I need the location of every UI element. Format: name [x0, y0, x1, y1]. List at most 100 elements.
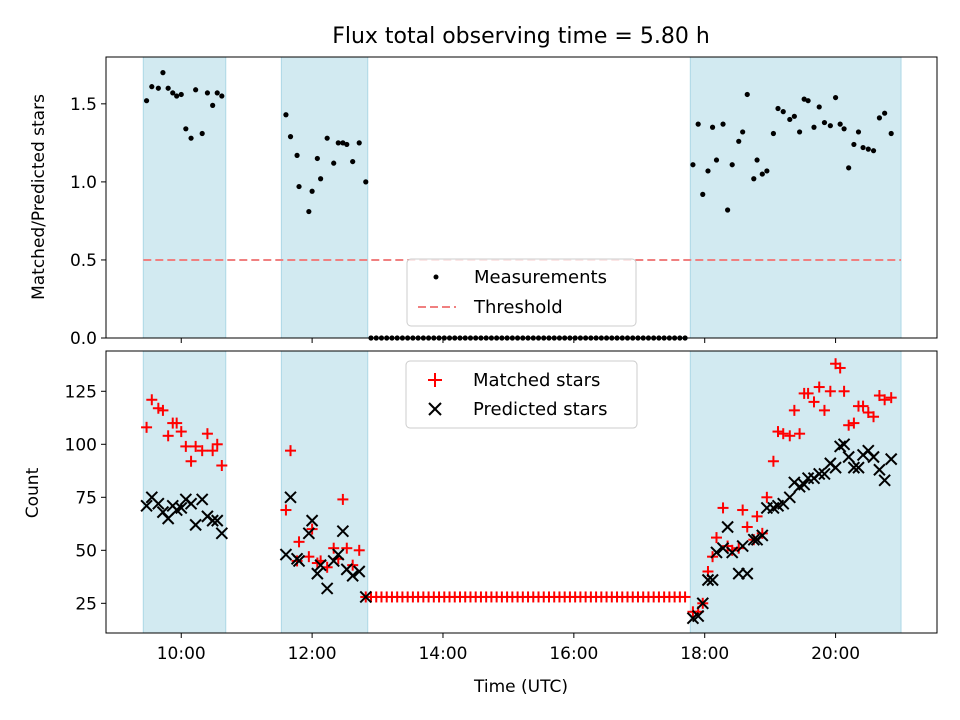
- measurement-point: [170, 90, 176, 96]
- bottom-matched-points: [141, 358, 897, 618]
- measurement-point: [827, 123, 833, 129]
- predicted-point-b: [320, 582, 334, 595]
- matched-point: [879, 394, 891, 406]
- y-tick-label: 125: [65, 382, 97, 402]
- predicted-point: [292, 554, 306, 568]
- measurement-point: [770, 130, 777, 137]
- matched-point: [777, 428, 789, 440]
- predicted-point: [189, 518, 202, 532]
- measurement-point: [816, 104, 822, 110]
- measurement-point: [796, 129, 803, 135]
- predicted-point: [701, 573, 715, 587]
- predicted-point: [747, 533, 760, 546]
- legend-threshold-label: Threshold: [473, 297, 563, 318]
- measurement-point: [805, 98, 811, 104]
- measurement-point: [193, 87, 199, 93]
- y-tick-label: 50: [75, 541, 97, 561]
- measurement-point: [736, 138, 742, 144]
- measurement-point: [888, 130, 894, 137]
- predicted-point-b: [696, 597, 709, 610]
- predicted-point-b: [852, 461, 865, 474]
- predicted-point: [797, 478, 811, 491]
- measurement-point: [780, 109, 786, 115]
- matched-point: [737, 504, 749, 516]
- predicted-point: [878, 474, 891, 487]
- predicted-point-b: [813, 467, 826, 481]
- predicted-point: [336, 525, 350, 538]
- matched-point: [679, 591, 691, 603]
- matched-point: [216, 459, 228, 471]
- measurement-point: [700, 191, 706, 197]
- predicted-point: [721, 520, 734, 534]
- measurement-point: [174, 93, 180, 99]
- predicted-point: [346, 569, 359, 582]
- measurement-point: [344, 141, 350, 148]
- predicted-point-b: [797, 478, 811, 491]
- predicted-point-b: [279, 548, 293, 561]
- predicted-point-b: [867, 450, 880, 464]
- predicted-point: [332, 548, 345, 561]
- measurement-point: [287, 134, 294, 140]
- x-tick-label: 14:00: [418, 644, 467, 664]
- legend-measurements-label: Measurements: [474, 267, 607, 288]
- matched-point: [328, 542, 340, 554]
- legend-matched-label: Matched stars: [473, 370, 600, 391]
- measurement-point: [314, 155, 320, 162]
- predicted-point: [756, 529, 769, 542]
- predicted-point-b: [211, 514, 224, 527]
- measurement-point: [183, 126, 189, 132]
- measurement-point: [860, 144, 866, 151]
- matched-point: [175, 426, 187, 438]
- bottom-y-ticks: 25 50 75 100 125: [65, 382, 106, 614]
- matched-point: [717, 502, 729, 514]
- measurement-point: [178, 91, 184, 98]
- predicted-point: [873, 463, 886, 476]
- predicted-point: [741, 567, 754, 580]
- predicted-point-b: [305, 514, 319, 527]
- measurement-point: [744, 91, 750, 98]
- measurement-point: [294, 152, 300, 158]
- matched-point: [303, 551, 315, 563]
- predicted-point: [736, 539, 749, 553]
- predicted-point-b: [747, 533, 760, 546]
- measurement-point: [363, 179, 369, 185]
- predicted-point: [359, 590, 372, 604]
- measurement-point: [851, 141, 857, 148]
- x-tick-label: 10:00: [157, 644, 206, 664]
- predicted-point: [813, 467, 826, 481]
- matched-point: [741, 521, 753, 533]
- predicted-point: [353, 565, 366, 578]
- measurement-point: [729, 162, 735, 168]
- y-tick-label: 0.5: [70, 251, 97, 271]
- matched-point: [794, 428, 806, 440]
- predicted-point-b: [818, 467, 831, 481]
- measurement-point: [787, 116, 793, 123]
- matched-point: [211, 438, 223, 450]
- top-legend: Measurements Threshold: [406, 258, 637, 327]
- measurement-point: [705, 168, 711, 174]
- y-tick-label: 100: [65, 435, 97, 455]
- predicted-point: [706, 573, 719, 587]
- predicted-point: [184, 497, 198, 510]
- predicted-point-b: [756, 529, 769, 542]
- predicted-point-b: [353, 565, 366, 578]
- predicted-point: [710, 546, 723, 559]
- predicted-point: [818, 467, 831, 481]
- bottom-y-axis-label: Count: [23, 467, 43, 518]
- predicted-point: [302, 527, 316, 540]
- matched-point: [802, 387, 814, 399]
- predicted-point-b: [206, 514, 219, 527]
- matched-point: [857, 400, 869, 412]
- measurement-point: [841, 126, 847, 132]
- predicted-point-b: [340, 563, 354, 576]
- top-x-ticks: [180, 338, 837, 343]
- matched-point: [185, 455, 197, 467]
- measurement-point: [324, 135, 330, 141]
- matched-point: [162, 430, 174, 442]
- measurement-point: [725, 207, 731, 213]
- matched-point: [291, 555, 303, 567]
- predicted-point-b: [801, 472, 815, 485]
- measurement-point: [811, 124, 817, 130]
- measurement-point: [740, 129, 746, 135]
- predicted-point-b: [175, 501, 188, 515]
